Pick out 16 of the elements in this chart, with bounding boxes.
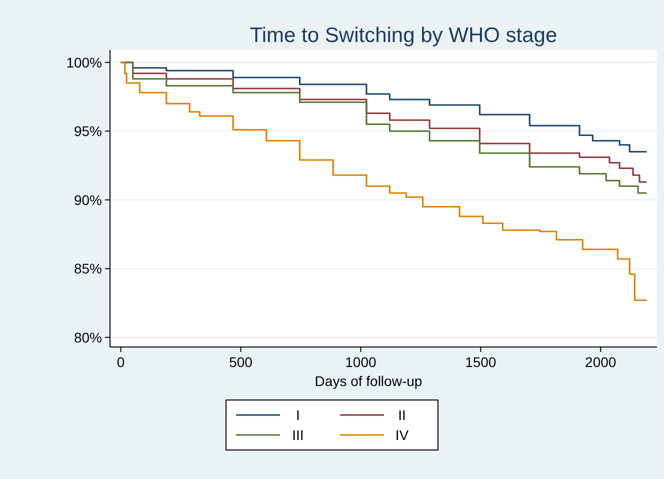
x-tick-label: 0 — [116, 354, 125, 370]
y-tick-label: 90% — [74, 192, 102, 208]
chart-title: Time to Switching by WHO stage — [250, 24, 558, 47]
x-tick-label: 1500 — [465, 354, 496, 370]
y-tick-label: 85% — [74, 260, 102, 277]
x-tick-label: 2000 — [585, 354, 616, 370]
legend-label: I — [296, 406, 300, 423]
y-tick-label: 80% — [74, 329, 102, 346]
x-axis-title: Days of follow-up — [314, 373, 422, 389]
legend-label: IV — [395, 426, 410, 443]
y-tick-label: 95% — [74, 123, 102, 140]
x-tick-label: 1000 — [345, 354, 376, 370]
legend-label: III — [292, 426, 304, 443]
y-tick-label: 100% — [66, 54, 102, 70]
legend-label: II — [398, 406, 406, 423]
x-tick-label: 500 — [229, 354, 253, 370]
